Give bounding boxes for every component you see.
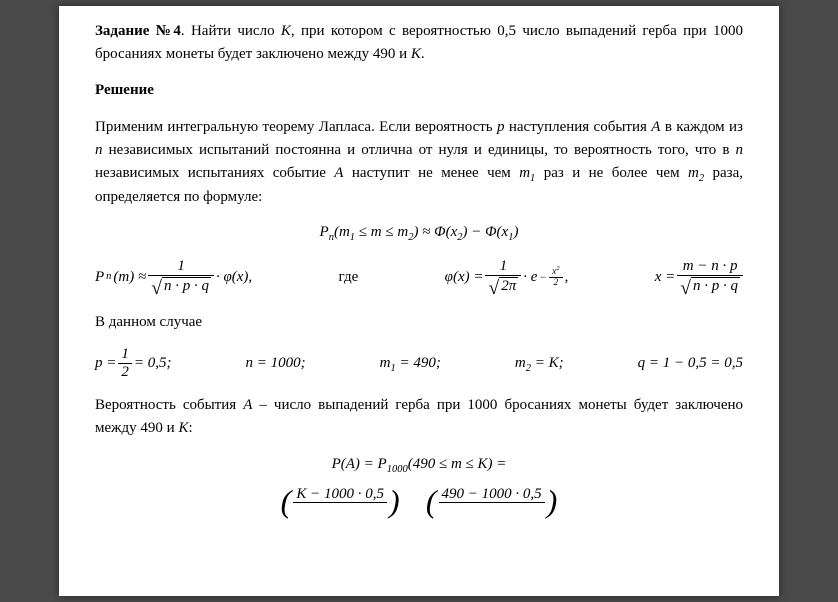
eq1-lhs-a: (m xyxy=(334,224,350,240)
eq2-exp-den: 2 xyxy=(549,278,563,288)
eq2-m: (m) ≈ xyxy=(113,266,146,289)
eq2-frac1: 1 √n · p · q xyxy=(148,258,214,297)
var-p: p xyxy=(497,119,505,135)
equation-1: Pn(m1 ≤ m ≤ m2) ≈ Φ(x2) − Φ(x1) xyxy=(95,221,743,244)
var-n: n xyxy=(95,142,103,158)
eq1-lhs-e: ) xyxy=(513,224,518,240)
eq2-frac1-num: 1 xyxy=(148,258,214,276)
p1f: наступит не менее чем xyxy=(343,165,519,181)
in-this-case: В данном случае xyxy=(95,311,743,334)
equation-2-row: Pn(m) ≈ 1 √n · p · q · φ(x), где φ(x) = … xyxy=(95,258,743,297)
p1b: наступления события xyxy=(505,119,652,135)
eq2-phieq: φ(x) = xyxy=(445,266,484,289)
sqrt-icon-3: √ xyxy=(680,276,691,297)
eq4-left: ( K − 1000 · 0,5 ) xyxy=(281,486,400,520)
solution-heading: Решение xyxy=(95,79,743,102)
g-m2-eq: = K; xyxy=(531,355,564,371)
eq4-left-num: K − 1000 · 0,5 xyxy=(293,486,387,504)
g-p-den: 2 xyxy=(118,364,132,381)
eq2-part2: φ(x) = 1 √2π · e − x2 2 , xyxy=(445,258,569,297)
task-label: Задание №4 xyxy=(95,23,181,39)
m1-base: m xyxy=(519,165,530,181)
eq2-P: P xyxy=(95,266,104,289)
var-K3: K xyxy=(178,420,188,436)
eq4-right: ( 490 − 1000 · 0,5 ) xyxy=(426,486,557,520)
viewer-background: Задание №4. Найти число K, при котором с… xyxy=(0,0,838,602)
p1g: раз и не более чем xyxy=(535,165,688,181)
eq1-lhs-d: ) − Φ(x xyxy=(463,224,509,240)
var-m2: m2 xyxy=(688,165,704,181)
g-p: p = xyxy=(95,352,116,375)
var-K: K xyxy=(281,23,291,39)
g-m1-eq: = 490; xyxy=(396,355,441,371)
eq2-comma: , xyxy=(565,266,569,289)
eq4-right-frac: 490 − 1000 · 0,5 xyxy=(439,486,545,520)
given-m1: m1 = 490; xyxy=(380,352,441,375)
sqrt-icon-2: √ xyxy=(488,276,499,297)
eq2-exp-frac: x2 2 xyxy=(549,267,563,289)
eq1-P: P xyxy=(320,224,329,240)
eq1-lhs-b: ≤ m ≤ m xyxy=(355,224,408,240)
equation-3: P(A) = P1000(490 ≤ m ≤ K) = xyxy=(95,453,743,476)
given-p: p = 1 2 = 0,5; xyxy=(95,346,172,380)
g-p-val: = 0,5; xyxy=(134,352,172,375)
task-text-3: . xyxy=(421,46,425,62)
eq2-frac2-den-t: 2π xyxy=(499,277,518,294)
eq2-part3: x = m − n · p √n · p · q xyxy=(655,258,743,297)
p1c: в каждом из xyxy=(660,119,743,135)
eq3-PA: P(A) = P xyxy=(332,456,387,472)
eq3-sub: 1000 xyxy=(387,464,408,475)
p2c: : xyxy=(188,420,192,436)
p1e: независимых испытаниях событие xyxy=(95,165,334,181)
eq2-frac2: 1 √2π xyxy=(485,258,521,297)
eq4-left-frac: K − 1000 · 0,5 xyxy=(293,486,387,520)
eq2-phi: · φ(x), xyxy=(216,266,252,289)
eq1-lhs-c: ) ≈ Φ(x xyxy=(413,224,457,240)
given-n: n = 1000; xyxy=(246,352,306,375)
var-n2: n xyxy=(736,142,744,158)
var-A3: A xyxy=(243,397,252,413)
given-q: q = 1 − 0,5 = 0,5 xyxy=(638,352,743,375)
eq2-exp: − x2 2 xyxy=(539,267,562,289)
g-p-frac: 1 2 xyxy=(118,346,132,380)
eq2-exp-num: x2 xyxy=(549,267,563,278)
var-K-2: K xyxy=(411,46,421,62)
eq2-part1: Pn(m) ≈ 1 √n · p · q · φ(x), xyxy=(95,258,252,297)
eq2-frac3-den-t: n · p · q xyxy=(691,277,740,294)
m2-base: m xyxy=(688,165,699,181)
g-m1-b: m xyxy=(380,355,391,371)
g-p-num: 1 xyxy=(118,346,132,364)
eq2-exp-minus: − xyxy=(539,272,546,283)
eq2-frac3-den: √n · p · q xyxy=(677,276,743,297)
p1a: Применим интегральную теорему Лапласа. Е… xyxy=(95,119,497,135)
eq2-frac1-den: √n · p · q xyxy=(148,276,214,297)
task-text-1: . Найти число xyxy=(181,23,281,39)
eq2-frac2-den: √2π xyxy=(485,276,521,297)
eq4-right-den xyxy=(439,503,545,520)
eq4-left-den xyxy=(293,503,387,520)
eq3-rest: (490 ≤ m ≤ K) = xyxy=(408,456,507,472)
eq2-frac1-den-t: n · p · q xyxy=(162,277,211,294)
sqrt-icon: √ xyxy=(151,276,162,297)
eq2-exp-sq: 2 xyxy=(556,264,559,271)
given-values-row: p = 1 2 = 0,5; n = 1000; m1 = 490; m2 = … xyxy=(95,346,743,380)
theory-paragraph: Применим интегральную теорему Лапласа. Е… xyxy=(95,116,743,209)
eq2-frac3: m − n · p √n · p · q xyxy=(677,258,743,297)
g-m2-b: m xyxy=(515,355,526,371)
eq4-right-num: 490 − 1000 · 0,5 xyxy=(439,486,545,504)
eq2-dot-e: · e xyxy=(523,266,537,289)
eq2-frac3-num: m − n · p xyxy=(677,258,743,276)
p2a: Вероятность события xyxy=(95,397,243,413)
eq2-where: где xyxy=(339,266,359,289)
p1d: независимых испытаний постоянна и отличн… xyxy=(103,142,736,158)
eq2-xeq: x = xyxy=(655,266,676,289)
given-m2: m2 = K; xyxy=(515,352,564,375)
event-prob-paragraph: Вероятность события A – число выпадений … xyxy=(95,394,743,441)
equation-4: ( K − 1000 · 0,5 ) ( 490 − 1000 · 0,5 ) xyxy=(95,486,743,522)
eq2-frac2-num: 1 xyxy=(485,258,521,276)
document-page: Задание №4. Найти число K, при котором с… xyxy=(59,6,779,596)
task-paragraph: Задание №4. Найти число K, при котором с… xyxy=(95,20,743,67)
var-m1: m1 xyxy=(519,165,535,181)
